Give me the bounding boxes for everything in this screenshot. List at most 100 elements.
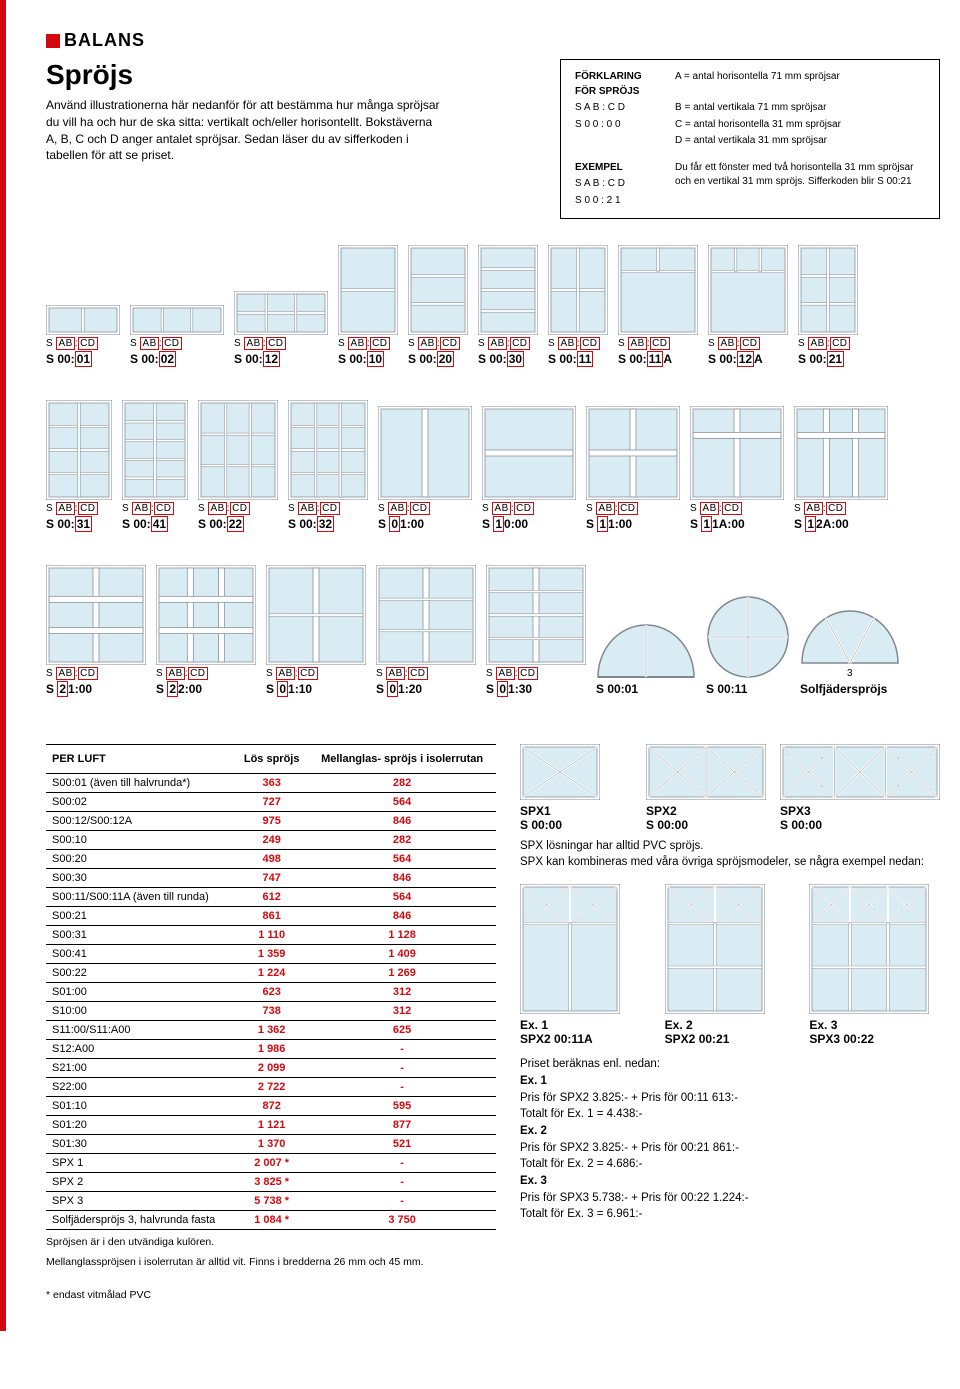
window-code: S 00:02 — [130, 352, 176, 366]
cell-name: S10:00 — [46, 1002, 235, 1021]
header-left: Spröjs Använd illustrationerna här nedan… — [46, 59, 540, 164]
legend-D: D = antal vertikala 31 mm spröjsar — [675, 134, 925, 149]
window-code: S 00:10 — [338, 352, 384, 366]
cell-mellan: 282 — [308, 774, 496, 793]
spx-item: SPX2S 00:00 — [646, 744, 766, 832]
cell-los: 727 — [235, 793, 308, 812]
window-code: Solfjäderspröjs — [800, 682, 887, 696]
cell-name: S00:01 (även till halvrunda*) — [46, 774, 235, 793]
cell-name: Solfjäderspröjs 3, halvrunda fasta — [46, 1211, 235, 1230]
table-row: SPX 23 825 *- — [46, 1173, 496, 1192]
legend-C: C = antal horisontella 31 mm spröjsar — [675, 118, 925, 133]
window-code: S 00:41 — [122, 517, 168, 531]
cell-los: 2 722 — [235, 1078, 308, 1097]
window-code: S 22:00 — [156, 682, 202, 696]
window-pre: S AB:CD — [408, 338, 460, 349]
cell-mellan: 625 — [308, 1021, 496, 1040]
bottom-row: PER LUFT Lös spröjs Mellanglas- spröjs i… — [46, 744, 940, 1301]
cell-los: 1 986 — [235, 1040, 308, 1059]
cell-name: S12:A00 — [46, 1040, 235, 1059]
calc-line: Ex. 3 — [520, 1173, 940, 1190]
footnote-1: Spröjsen är i den utvändiga kulören. — [46, 1236, 496, 1250]
table-row: S00:10249282 — [46, 831, 496, 850]
cell-los: 1 224 — [235, 964, 308, 983]
cell-mellan: - — [308, 1040, 496, 1059]
window-code: S 00:31 — [46, 517, 92, 531]
cell-name: S01:30 — [46, 1135, 235, 1154]
window-item: S AB:CDS 00:21 — [798, 245, 858, 366]
calc-line: Totalt för Ex. 3 = 6.961:- — [520, 1206, 940, 1223]
cell-name: S11:00/S11:A00 — [46, 1021, 235, 1040]
window-item: S AB:CDS 11:00 — [586, 406, 680, 531]
window-pre: S AB:CD — [486, 668, 538, 679]
cell-name: S22:00 — [46, 1078, 235, 1097]
cell-los: 1 359 — [235, 945, 308, 964]
example-item: Ex. 2SPX2 00:21 — [665, 884, 796, 1046]
table-row: Solfjäderspröjs 3, halvrunda fasta1 084 … — [46, 1211, 496, 1230]
cell-mellan: 846 — [308, 869, 496, 888]
cell-los: 1 121 — [235, 1116, 308, 1135]
spx-label: SPX3 — [780, 804, 940, 818]
example-item: Ex. 1SPX2 00:11A — [520, 884, 651, 1046]
window-item: S AB:CDS 00:11 — [548, 245, 608, 366]
cell-los: 498 — [235, 850, 308, 869]
brand-logo: BALANS — [46, 30, 940, 51]
cell-mellan: 846 — [308, 812, 496, 831]
table-row: S00:411 3591 409 — [46, 945, 496, 964]
cell-los: 3 825 * — [235, 1173, 308, 1192]
table-row: S00:01 (även till halvrunda*)363282 — [46, 774, 496, 793]
cell-name: SPX 2 — [46, 1173, 235, 1192]
cell-los: 612 — [235, 888, 308, 907]
example-sub: SPX2 00:21 — [665, 1032, 796, 1046]
legend-box: FÖRKLARING FÖR SPRÖJS A = antal horisont… — [560, 59, 940, 219]
cell-name: S00:22 — [46, 964, 235, 983]
window-pre: S AB:CD — [130, 338, 182, 349]
window-pre: S AB:CD — [690, 503, 742, 514]
table-row: SPX 35 738 *- — [46, 1192, 496, 1211]
table-row: SPX 12 007 *- — [46, 1154, 496, 1173]
cell-mellan: 564 — [308, 793, 496, 812]
legend-ex-s00: S 0 0 : 2 1 — [575, 194, 665, 209]
window-code: S 00:11A — [618, 352, 672, 366]
cell-name: S00:20 — [46, 850, 235, 869]
window-gallery: S AB:CDS 00:01S AB:CDS 00:02S AB:CDS 00:… — [46, 245, 940, 722]
table-row: S00:30747846 — [46, 869, 496, 888]
cell-los: 5 738 * — [235, 1192, 308, 1211]
example-item: Ex. 3SPX3 00:22 — [809, 884, 940, 1046]
cell-name: S01:00 — [46, 983, 235, 1002]
window-item: S AB:CDS 00:41 — [122, 400, 188, 531]
window-pre: S AB:CD — [708, 338, 760, 349]
window-pre: S AB:CD — [46, 338, 98, 349]
window-code: S 12A:00 — [794, 517, 849, 531]
legend-ex-sab: S A B : C D — [575, 177, 665, 192]
window-code: S 01:10 — [266, 682, 312, 696]
window-pre: S AB:CD — [378, 503, 430, 514]
table-row: S01:10872595 — [46, 1097, 496, 1116]
intro-text: Använd illustrationerna här nedanför för… — [46, 97, 446, 164]
cell-los: 747 — [235, 869, 308, 888]
spx-item: SPX1S 00:00 — [520, 744, 632, 832]
window-pre: S AB:CD — [234, 338, 286, 349]
cell-mellan: 564 — [308, 850, 496, 869]
window-code: S 10:00 — [482, 517, 528, 531]
window-item: S AB:CDS 01:30 — [486, 565, 586, 696]
window-item: S AB:CDS 10:00 — [482, 406, 576, 531]
window-pre: S AB:CD — [198, 503, 250, 514]
cell-los: 1 370 — [235, 1135, 308, 1154]
cell-los: 861 — [235, 907, 308, 926]
spx-sub: S 00:00 — [780, 818, 940, 832]
cell-name: S00:02 — [46, 793, 235, 812]
window-pre: S AB:CD — [794, 503, 846, 514]
window-item: S AB:CDS 00:12 — [234, 291, 328, 366]
cell-mellan: - — [308, 1078, 496, 1097]
cell-name: SPX 3 — [46, 1192, 235, 1211]
cell-los: 2 099 — [235, 1059, 308, 1078]
window-item: S AB:CDS 00:30 — [478, 245, 538, 366]
calc-line: Ex. 1 — [520, 1073, 940, 1090]
window-pre: S AB:CD — [618, 338, 670, 349]
col-per-luft: PER LUFT — [46, 745, 235, 774]
calc-title: Priset beräknas enl. nedan: — [520, 1056, 940, 1073]
window-code: S 00:20 — [408, 352, 454, 366]
calc-line: Totalt för Ex. 2 = 4.686:- — [520, 1156, 940, 1173]
cell-mellan: 282 — [308, 831, 496, 850]
